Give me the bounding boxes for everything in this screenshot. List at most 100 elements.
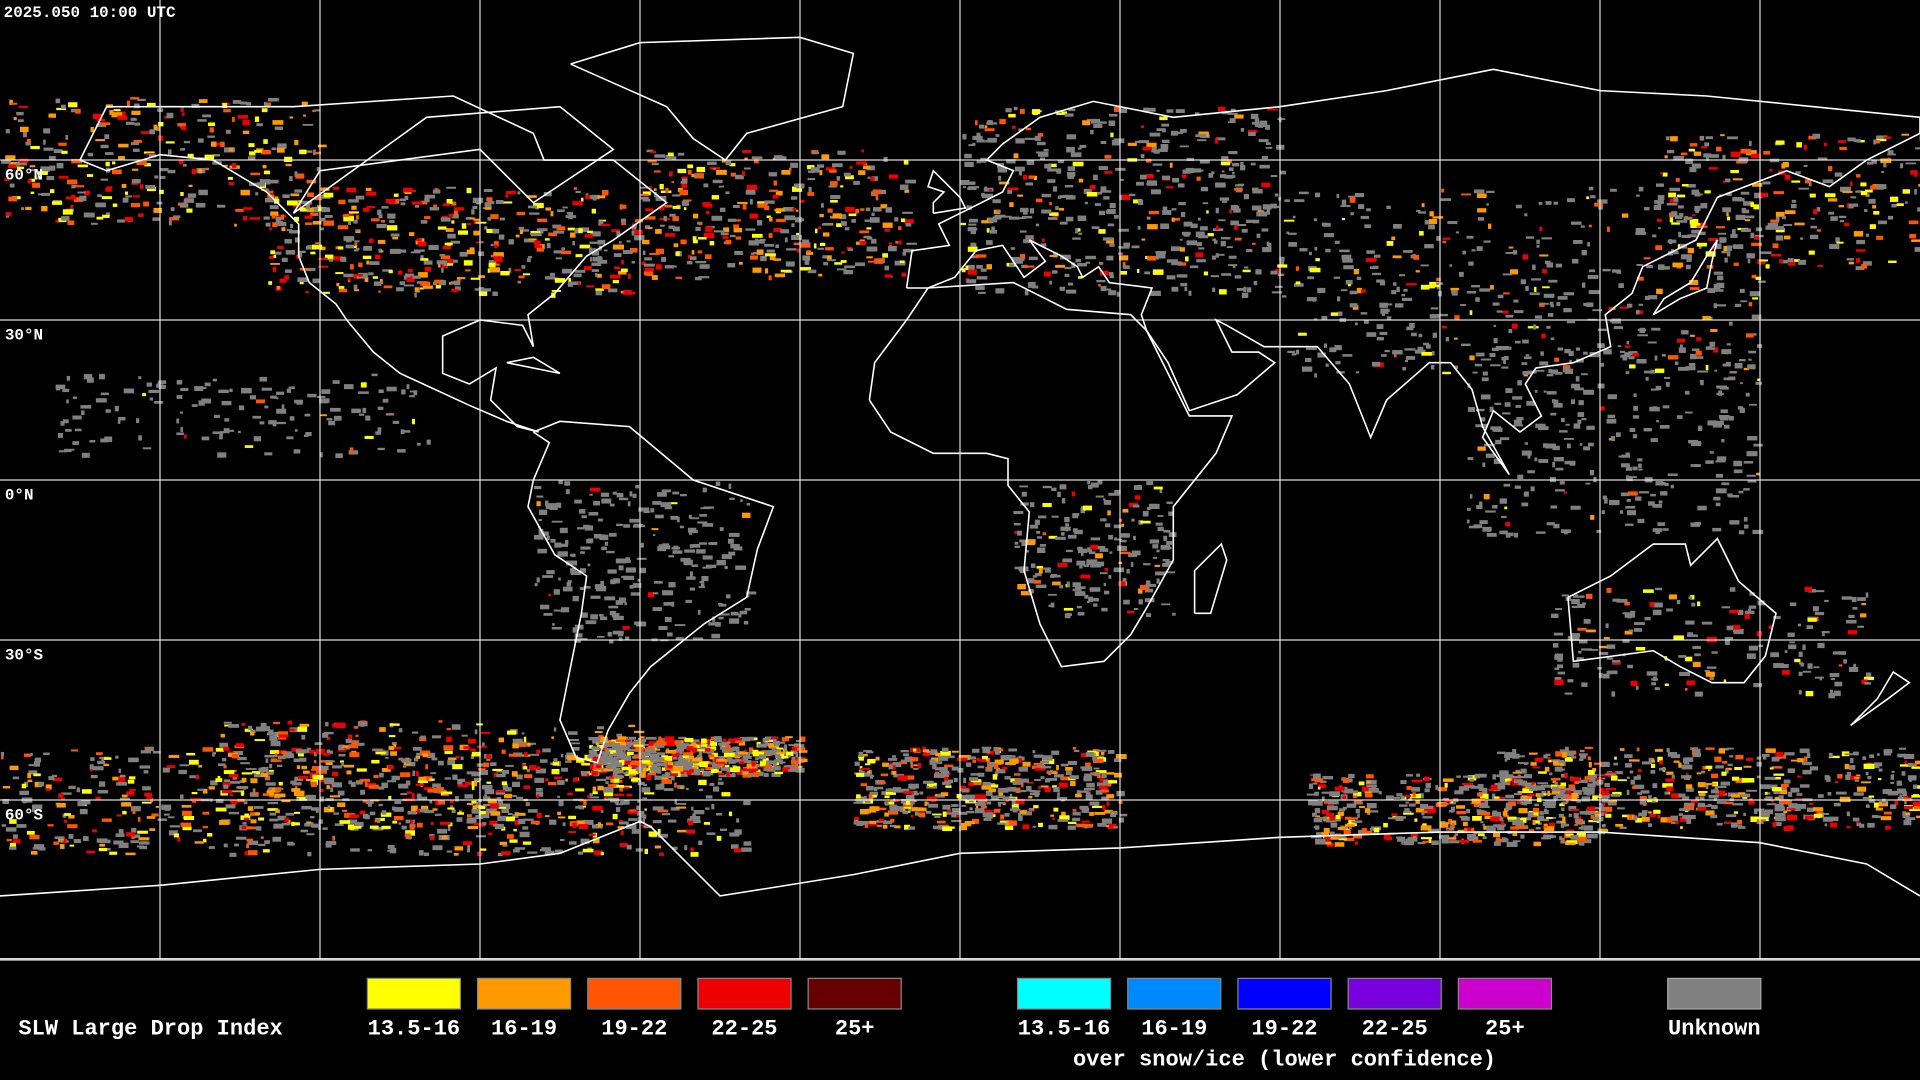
cloud-pixel <box>1022 761 1031 767</box>
cloud-pixel <box>306 179 317 184</box>
cloud-pixel <box>742 204 747 210</box>
cloud-pixel <box>1896 780 1902 786</box>
cloud-pixel <box>1641 816 1650 822</box>
cloud-pixel <box>111 112 123 118</box>
cloud-pixel <box>1846 772 1852 777</box>
cloud-pixel <box>18 119 24 123</box>
cloud-pixel <box>1405 801 1409 804</box>
cloud-pixel <box>139 765 151 769</box>
cloud-pixel <box>420 281 431 286</box>
cloud-pixel <box>31 807 36 812</box>
cloud-pixel <box>1681 775 1692 779</box>
cloud-pixel <box>1533 841 1542 847</box>
cloud-pixel <box>698 751 703 757</box>
cloud-pixel <box>684 759 689 764</box>
cloud-pixel <box>1230 108 1236 111</box>
cloud-pixel <box>290 193 300 197</box>
cloud-pixel <box>1005 108 1012 113</box>
cloud-pixel <box>566 211 574 215</box>
cloud-pixel <box>686 764 689 770</box>
cloud-pixel <box>484 226 488 230</box>
cloud-pixel <box>63 838 67 844</box>
cloud-pixel <box>1535 369 1545 372</box>
cloud-pixel <box>306 207 314 213</box>
cloud-pixel <box>1868 795 1875 798</box>
cloud-pixel <box>1069 775 1079 780</box>
cloud-pixel <box>1189 265 1199 269</box>
cloud-pixel <box>261 772 269 778</box>
cloud-pixel <box>1113 215 1119 219</box>
cloud-pixel <box>993 809 1001 813</box>
cloud-pixel <box>1093 771 1100 777</box>
cloud-pixel <box>1031 765 1041 769</box>
cloud-pixel <box>642 250 646 256</box>
cloud-pixel <box>1198 235 1209 239</box>
cloud-pixel <box>981 810 993 812</box>
cloud-pixel <box>432 783 441 788</box>
cloud-pixel <box>116 782 127 786</box>
cloud-pixel <box>1905 817 1916 821</box>
cloud-pixel <box>1077 228 1081 232</box>
cloud-pixel <box>727 756 732 760</box>
cloud-pixel <box>1352 795 1357 798</box>
cloud-pixel <box>1780 799 1792 805</box>
cloud-pixel <box>353 273 357 279</box>
cloud-pixel <box>1406 786 1412 790</box>
cloud-pixel <box>1326 805 1338 811</box>
cloud-pixel <box>286 200 298 206</box>
cloud-pixel <box>441 791 453 795</box>
cloud-pixel <box>451 288 459 292</box>
cloud-pixel <box>362 255 372 260</box>
cloud-pixel <box>415 783 425 786</box>
cloud-pixel <box>626 240 631 243</box>
cloud-pixel <box>1486 203 1489 206</box>
cloud-pixel <box>1110 813 1116 818</box>
cloud-pixel <box>161 804 172 810</box>
cloud-pixel <box>1428 839 1432 844</box>
cloud-pixel <box>471 800 477 804</box>
cloud-pixel <box>1558 793 1570 797</box>
cloud-pixel <box>243 801 248 805</box>
cloud-pixel <box>967 264 975 271</box>
cloud-pixel <box>522 766 528 770</box>
cloud-pixel <box>1711 804 1718 810</box>
cloud-pixel <box>1028 807 1034 811</box>
cloud-pixel <box>674 782 677 788</box>
cloud-pixel <box>322 827 328 830</box>
cloud-pixel <box>1484 815 1493 820</box>
cloud-pixel <box>1341 199 1347 205</box>
cloud-pixel <box>247 850 258 856</box>
cloud-pixel <box>8 196 18 202</box>
cloud-pixel <box>1096 782 1104 787</box>
cloud-pixel <box>1568 784 1576 790</box>
cloud-pixel <box>866 236 873 240</box>
cloud-pixel <box>578 823 589 829</box>
cloud-pixel <box>275 220 283 225</box>
cloud-pixel <box>604 797 613 801</box>
cloud-pixel <box>441 835 448 840</box>
cloud-pixel <box>758 754 767 760</box>
cloud-pixel <box>461 223 467 229</box>
cloud-pixel <box>273 823 284 829</box>
cloud-pixel <box>600 768 604 772</box>
cloud-pixel <box>597 726 605 730</box>
cloud-pixel <box>724 764 730 769</box>
cloud-pixel <box>1795 804 1806 809</box>
cloud-pixel <box>166 765 176 768</box>
cloud-pixel <box>208 122 216 127</box>
cloud-pixel <box>1096 751 1099 757</box>
cloud-pixel <box>743 841 752 846</box>
cloud-pixel <box>43 139 46 145</box>
cloud-pixel <box>294 216 300 222</box>
cloud-pixel <box>1219 174 1227 178</box>
cloud-pixel <box>591 250 600 256</box>
cloud-pixel <box>773 762 777 767</box>
cloud-pixel <box>1233 205 1240 211</box>
cloud-pixel <box>146 186 156 192</box>
cloud-pixel <box>1049 254 1058 258</box>
cloud-pixel <box>180 822 192 827</box>
cloud-pixel <box>514 819 521 825</box>
cloud-pixel <box>1353 800 1363 803</box>
cloud-pixel <box>966 205 972 210</box>
cloud-pixel <box>1473 802 1480 808</box>
